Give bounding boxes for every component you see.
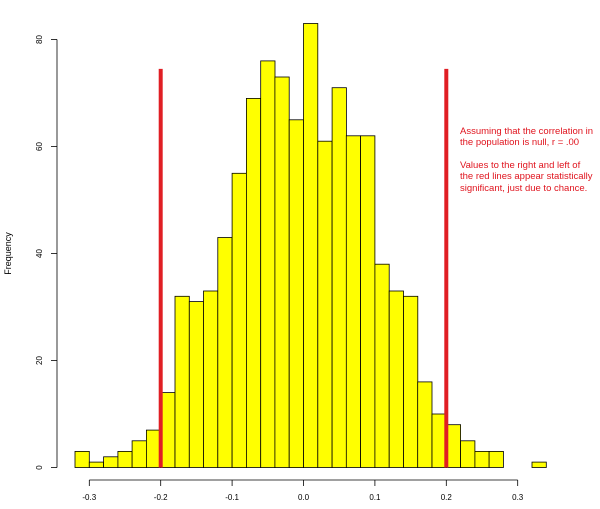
histogram-bar — [131, 440, 147, 468]
histogram-bar — [174, 295, 190, 468]
annotation-box: Assuming that the correlation in the pop… — [460, 126, 595, 205]
histogram-bar — [460, 440, 476, 468]
y-tick-label: 80 — [35, 35, 44, 44]
histogram-bar — [331, 87, 347, 468]
y-tick-label: 40 — [35, 249, 44, 258]
histogram-bar — [188, 301, 205, 468]
histogram-bar — [260, 60, 276, 468]
histogram-bar — [403, 295, 419, 468]
histogram-bar — [360, 135, 376, 468]
x-tick-label: -0.3 — [82, 493, 96, 502]
histogram-bar — [531, 461, 547, 468]
x-tick-label: 0.3 — [512, 493, 524, 502]
y-tick-label: 0 — [35, 465, 44, 470]
histogram-bar — [445, 424, 461, 468]
x-tick-label: -0.1 — [225, 493, 239, 502]
histogram-bar — [117, 450, 133, 468]
reference-lines — [158, 68, 449, 468]
x-tick-label: 0.1 — [369, 493, 381, 502]
histogram-bar — [88, 461, 105, 468]
histogram-bar — [145, 429, 162, 468]
histogram-bar — [274, 76, 290, 468]
x-tick-label: 0.0 — [298, 493, 310, 502]
histogram-bar — [231, 172, 247, 468]
histogram-bar — [303, 23, 319, 468]
y-axis: 0 20 40 60 80 — [35, 35, 58, 470]
histogram-bar — [74, 450, 90, 468]
histogram-bar — [345, 135, 361, 468]
histogram-bars — [74, 23, 547, 468]
y-tick-label: 60 — [35, 142, 44, 151]
x-tick-label: 0.2 — [441, 493, 453, 502]
histogram-bar — [203, 290, 219, 468]
histogram-bar — [103, 456, 119, 468]
x-tick-label: -0.2 — [154, 493, 168, 502]
histogram-bar — [160, 392, 176, 468]
annotation-null-hypothesis: Assuming that the correlation in the pop… — [460, 126, 594, 149]
histogram-bar — [317, 140, 333, 468]
histogram-bar — [417, 381, 433, 468]
x-axis: -0.3 -0.2 -0.1 0.0 0.1 0.2 0.3 — [82, 479, 524, 502]
histogram-bar — [474, 450, 490, 468]
histogram-bar — [374, 263, 390, 468]
histogram-bar — [431, 413, 447, 468]
histogram-bar — [388, 290, 404, 468]
histogram-bar — [245, 98, 262, 468]
y-axis-label: Frequency — [3, 232, 13, 275]
histogram-bar — [488, 450, 504, 468]
histogram-bar — [217, 237, 233, 468]
histogram-bar — [288, 119, 304, 468]
y-tick-label: 20 — [35, 356, 44, 365]
annotation-significance-note: Values to the right and left of the red … — [460, 159, 593, 194]
